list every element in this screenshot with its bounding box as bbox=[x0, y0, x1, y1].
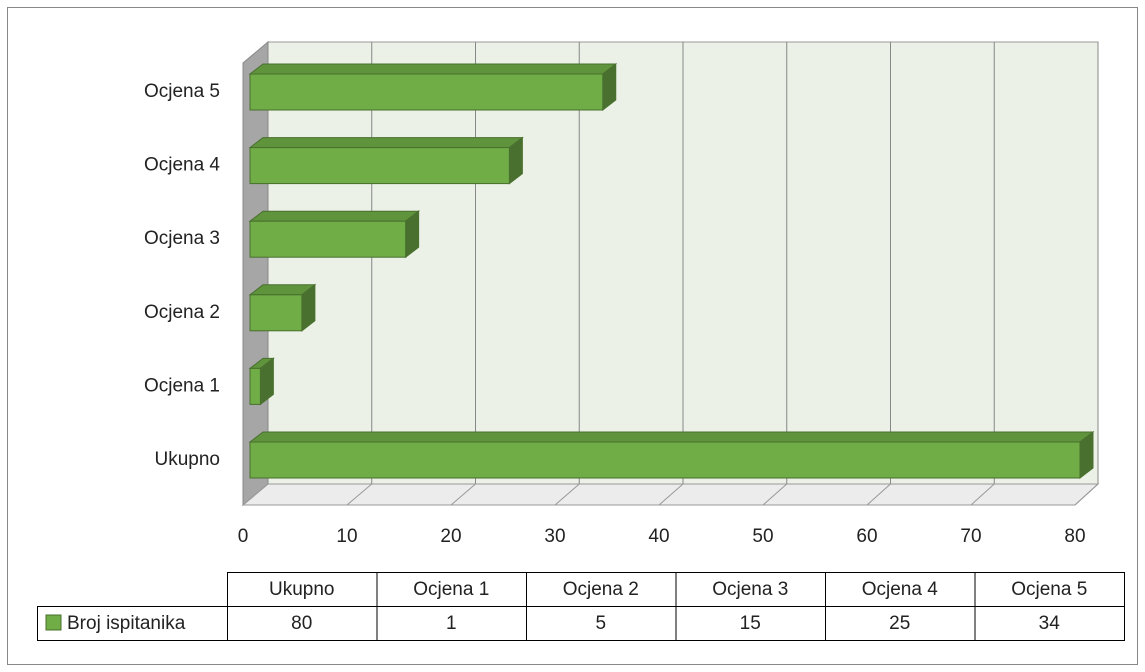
y-tick-label: Ocjena 1 bbox=[144, 375, 220, 396]
legend-key bbox=[45, 614, 62, 631]
x-tick-label: 60 bbox=[856, 526, 877, 547]
y-tick-label: Ukupno bbox=[155, 449, 221, 470]
floor-grid-line bbox=[242, 483, 269, 506]
data-table: Broj ispitanika Ukupno 80 Ocjena 1 1 Ocjena 2… bbox=[37, 572, 1125, 641]
bar bbox=[248, 62, 618, 112]
table-value: 25 bbox=[889, 613, 910, 634]
floor-grid-line bbox=[346, 483, 373, 506]
table-value: 80 bbox=[291, 613, 312, 634]
bar-front bbox=[249, 367, 261, 405]
table-header: Ukupno bbox=[269, 579, 335, 600]
x-tick-label: 40 bbox=[648, 526, 669, 547]
table-header: Ocjena 3 bbox=[712, 579, 788, 600]
x-tick-label: 30 bbox=[544, 526, 565, 547]
bar-front bbox=[249, 73, 604, 111]
table-header: Ocjena 4 bbox=[862, 579, 938, 600]
table-header: Ocjena 2 bbox=[563, 579, 639, 600]
table-cell bbox=[974, 606, 1125, 641]
x-tick-label: 0 bbox=[238, 526, 249, 547]
floor-grid-line bbox=[866, 483, 891, 506]
grid: 0 10 20 30 40 50 60 70 80 bbox=[238, 42, 1099, 547]
x-tick-label: 20 bbox=[440, 526, 461, 547]
floor-grid-line bbox=[1074, 483, 1099, 506]
floor-grid-line bbox=[554, 483, 580, 506]
x-tick-label: 80 bbox=[1064, 526, 1085, 547]
bar bbox=[248, 136, 524, 185]
x-tick-label: 10 bbox=[336, 526, 357, 547]
bar-top bbox=[248, 431, 1095, 443]
y-tick-label: Ocjena 2 bbox=[144, 302, 220, 323]
bar-front bbox=[249, 294, 303, 332]
bar-front bbox=[249, 147, 510, 185]
bar-top bbox=[248, 137, 524, 149]
table-value: 15 bbox=[740, 613, 761, 634]
bar bbox=[248, 283, 317, 332]
bar-front bbox=[249, 441, 1081, 479]
table-value: 5 bbox=[595, 613, 606, 634]
legend-label: Broj ispitanika bbox=[67, 613, 186, 634]
bars: Ukupno Ocjena 1 Ocjena 2 Ocjena 3 Ocjena 4 Oc… bbox=[144, 62, 1095, 480]
y-tick-label: Ocjena 4 bbox=[144, 155, 220, 176]
bar bbox=[248, 357, 275, 406]
bar bbox=[248, 430, 1095, 480]
table-header: Ocjena 1 bbox=[413, 579, 489, 600]
y-tick-label: Ocjena 3 bbox=[144, 228, 220, 249]
table-header: Ocjena 5 bbox=[1011, 579, 1087, 600]
bar-top bbox=[248, 63, 618, 75]
x-tick-label: 70 bbox=[960, 526, 981, 547]
table-value: 34 bbox=[1039, 613, 1061, 634]
bar-front bbox=[249, 220, 407, 258]
floor-grid-line bbox=[762, 483, 788, 506]
bar bbox=[248, 210, 421, 259]
floor-grid-line bbox=[970, 483, 995, 506]
x-tick-label: 50 bbox=[752, 526, 773, 547]
floor-grid-line bbox=[450, 483, 476, 506]
bar-top bbox=[248, 210, 421, 222]
floor-grid-line bbox=[658, 483, 684, 506]
y-tick-label: Ocjena 5 bbox=[144, 81, 220, 102]
table-value: 1 bbox=[446, 613, 457, 634]
